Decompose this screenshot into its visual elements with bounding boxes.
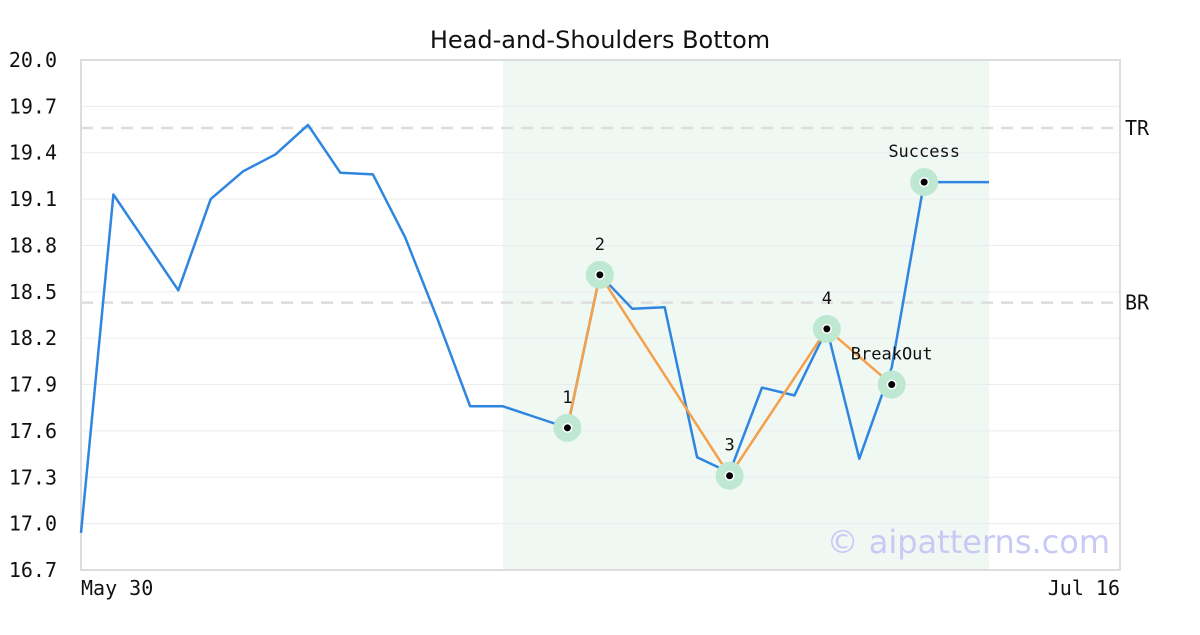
y-tick-label: 16.7: [9, 558, 57, 582]
x-axis-ticks: May 30 Jul 16: [81, 576, 1120, 600]
y-tick-label: 18.2: [9, 326, 57, 350]
reference-lines: TR BR: [81, 116, 1150, 315]
y-axis-ticks: 16.7 17.0 17.3 17.6 17.9 18.2 18.5 18.8 19.1 19.4…: [9, 48, 57, 582]
y-tick-label: 17.9: [9, 373, 57, 397]
pattern-point: [920, 178, 928, 186]
price-series-line: [79, 123, 989, 534]
y-tick-label: 17.6: [9, 419, 57, 443]
pattern-point-label: 2: [595, 235, 605, 255]
pattern-point-label: 4: [822, 289, 832, 309]
pattern-point-label: BreakOut: [851, 345, 933, 365]
pattern-point-label: Success: [888, 142, 960, 162]
pattern-point: [563, 424, 571, 432]
y-tick-label: 19.4: [9, 141, 57, 165]
pattern-point: [726, 472, 734, 480]
reference-label-br: BR: [1125, 291, 1150, 315]
y-tick-label: 18.8: [9, 233, 57, 257]
watermark: © aipatterns.com: [827, 523, 1110, 561]
pattern-markers: 1 2 3 4 BreakOut Success: [553, 142, 960, 490]
pattern-point: [823, 325, 831, 333]
pattern-highlight-region: [503, 60, 989, 570]
y-tick-label: 19.1: [9, 187, 57, 211]
x-tick-label: Jul 16: [1048, 576, 1120, 600]
y-tick-label: 19.7: [9, 94, 57, 118]
y-tick-label: 17.0: [9, 512, 57, 536]
pattern-point-label: 1: [562, 388, 572, 408]
y-tick-label: 18.5: [9, 280, 57, 304]
reference-label-tr: TR: [1125, 116, 1150, 140]
pattern-point: [888, 381, 896, 389]
pattern-point-label: 3: [724, 436, 734, 456]
plot-frame: [80, 59, 1121, 571]
chart-title: Head-and-Shoulders Bottom: [430, 26, 770, 54]
x-tick-label: May 30: [81, 576, 153, 600]
y-tick-label: 20.0: [9, 48, 57, 72]
y-tick-label: 17.3: [9, 465, 57, 489]
pattern-point: [596, 271, 604, 279]
